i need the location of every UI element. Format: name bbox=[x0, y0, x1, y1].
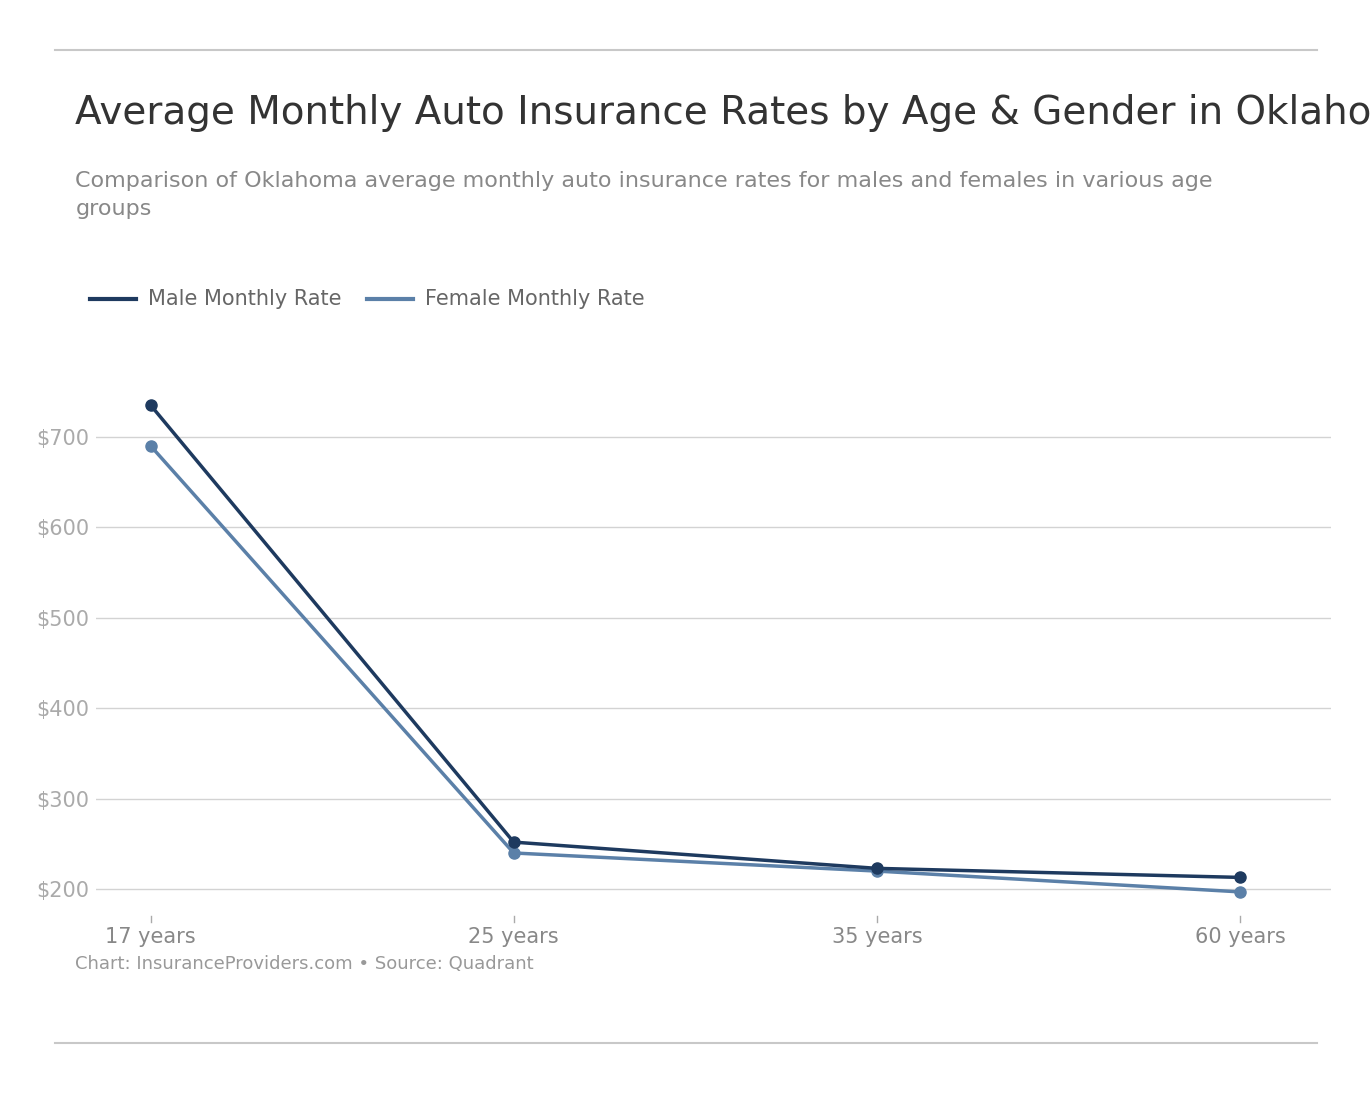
Text: Comparison of Oklahoma average monthly auto insurance rates for males and female: Comparison of Oklahoma average monthly a… bbox=[75, 171, 1213, 219]
Text: Chart: InsuranceProviders.com • Source: Quadrant: Chart: InsuranceProviders.com • Source: … bbox=[75, 955, 534, 973]
Text: Average Monthly Auto Insurance Rates by Age & Gender in Oklahoma.: Average Monthly Auto Insurance Rates by … bbox=[75, 94, 1372, 131]
Legend: Male Monthly Rate, Female Monthly Rate: Male Monthly Rate, Female Monthly Rate bbox=[82, 280, 653, 318]
